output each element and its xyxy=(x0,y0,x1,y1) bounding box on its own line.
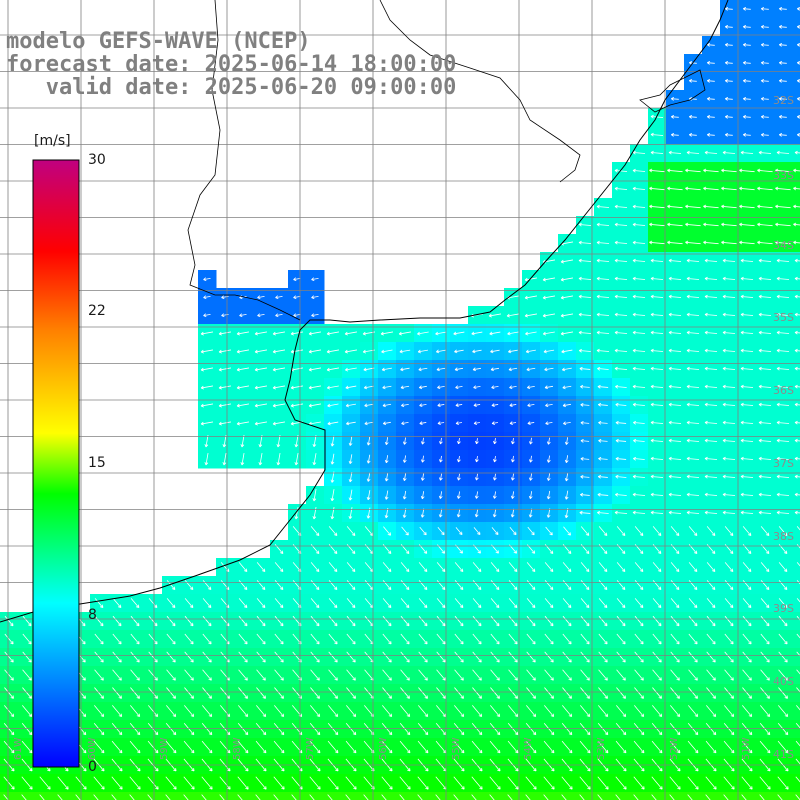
lon-label: 54W xyxy=(523,737,534,760)
colorbar-tick-15: 15 xyxy=(88,455,106,471)
lat-label: 33S xyxy=(773,169,794,182)
lat-label: 40S xyxy=(773,675,794,688)
lon-label: 53W xyxy=(596,737,607,760)
lat-label: 36S xyxy=(773,384,794,397)
wind-direction-arrows xyxy=(3,6,800,800)
lon-label: 60W xyxy=(87,737,98,760)
border-line xyxy=(379,0,581,183)
lat-label: 39S xyxy=(773,602,794,615)
lat-label: 38S xyxy=(773,530,794,543)
colorbar-tick-8: 8 xyxy=(88,607,97,623)
lon-label: 58W xyxy=(232,737,243,760)
lon-label: 56W xyxy=(378,737,389,760)
lat-label: 37S xyxy=(773,457,794,470)
lon-label: 59W xyxy=(159,737,170,760)
colorbar-tick-30: 30 xyxy=(88,152,106,168)
lat-label: 35S xyxy=(773,311,794,324)
colorbar-tick-0: 0 xyxy=(88,759,97,775)
lon-label: 61W xyxy=(13,737,24,760)
colorbar-ramp xyxy=(32,159,80,768)
colorbar-tick-22: 22 xyxy=(88,303,106,319)
colorbar-unit: [m/s] xyxy=(34,133,71,149)
coastline xyxy=(0,0,729,623)
title-model: modelo GEFS-WAVE (NCEP) xyxy=(6,29,311,54)
title-forecast-date: forecast date: 2025-06-14 18:00:00 xyxy=(6,52,457,77)
inland-lake xyxy=(639,69,706,113)
lon-label: 52W xyxy=(669,737,680,760)
title-valid-date: valid date: 2025-06-20 09:00:00 xyxy=(6,75,457,100)
lon-label: 51W xyxy=(741,737,752,760)
lon-label: 55W xyxy=(451,737,462,760)
lat-label: 41S xyxy=(773,748,794,761)
lon-label: 57W xyxy=(305,737,316,760)
lat-label: 32S xyxy=(773,94,794,107)
lat-label: 34S xyxy=(773,239,794,252)
river-boundary xyxy=(187,0,301,321)
